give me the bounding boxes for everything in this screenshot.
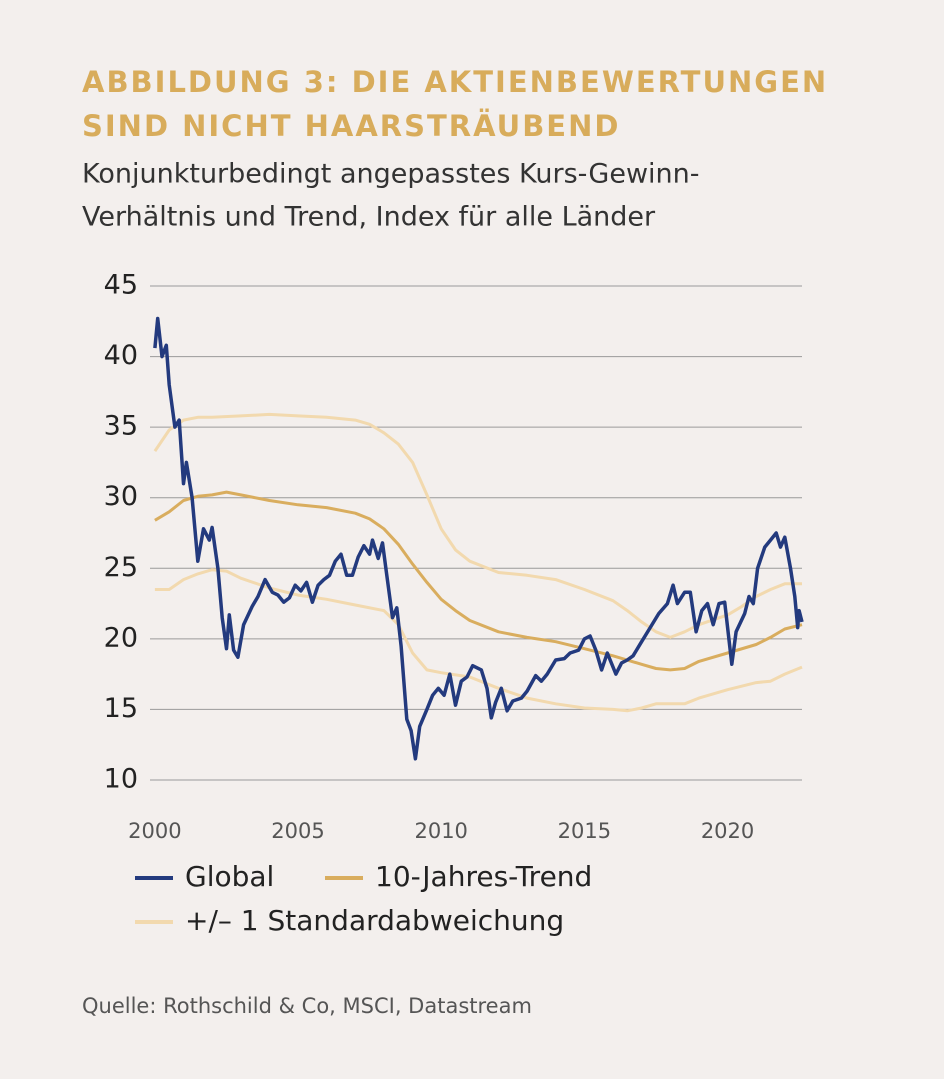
y-tick-label: 30 [104,481,138,512]
y-tick-label: 15 [104,693,138,724]
x-tick-label: 2000 [128,819,181,843]
x-tick-label: 2010 [414,819,467,843]
y-tick-label: 35 [104,411,138,442]
legend-label: Global [185,860,274,893]
chart-title: ABBILDUNG 3: DIE AKTIENBEWERTUNGEN [82,65,828,99]
x-tick-label: 2005 [271,819,324,843]
y-tick-label: 45 [104,270,138,301]
data-line [153,412,802,639]
y-tick-label: 25 [104,552,138,583]
data-line [154,568,803,713]
y-tick-label: 20 [104,622,138,653]
chart-subtitle: Verhältnis und Trend, Index für alle Län… [82,202,656,233]
data-line [153,316,804,761]
x-tick-label: 2015 [558,819,611,843]
legend-label: +/– 1 Standardabweichung [185,904,564,937]
legend-label: 10-Jahres-Trend [375,860,592,893]
source-note: Quelle: Rothschild & Co, MSCI, Datastrea… [82,994,532,1018]
y-tick-label: 40 [104,340,138,371]
x-tick-label: 2020 [701,819,754,843]
data-line [154,490,803,672]
y-tick-label: 10 [104,764,138,795]
chart-title: SIND NICHT HAARSTRÄUBEND [82,109,620,143]
chart-subtitle: Konjunkturbedingt angepasstes Kurs-Gewin… [82,159,700,190]
